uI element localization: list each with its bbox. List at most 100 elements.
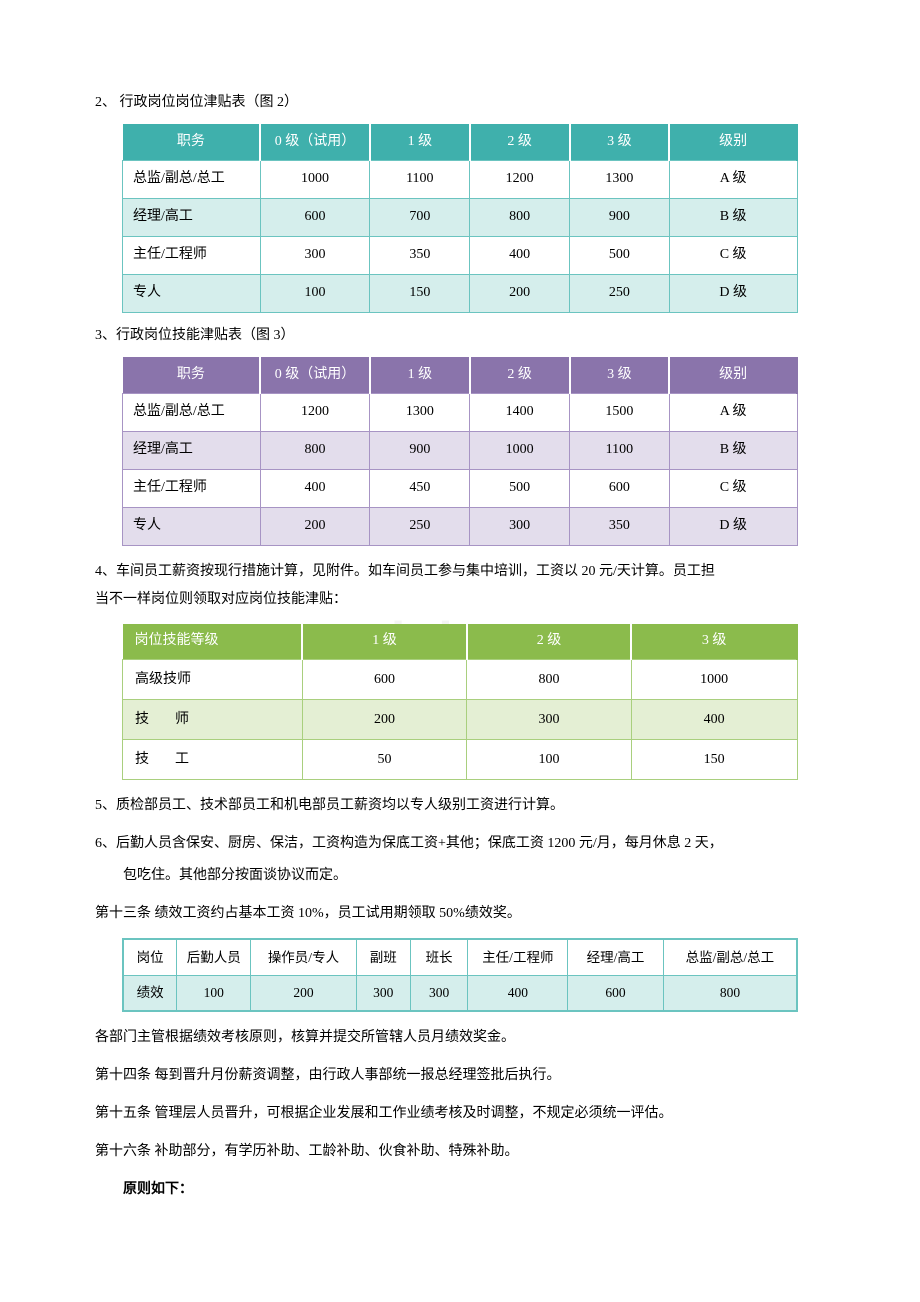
table-header: 职务 <box>123 357 261 393</box>
table-header: 副班 <box>356 939 410 975</box>
table-header: 2 级 <box>470 124 570 160</box>
table-cell: D 级 <box>669 274 797 312</box>
table-cell: 200 <box>470 274 570 312</box>
table-cell: 1100 <box>370 160 470 198</box>
article-16: 第十六条 补助部分，有学历补助、工龄补助、伙食补助、特殊补助。 <box>95 1138 825 1166</box>
para-6-line1: 6、后勤人员含保安、厨房、保洁，工资构造为保底工资+其他；保底工资 1200 元… <box>95 830 825 858</box>
table-cell: 1000 <box>470 431 570 469</box>
table-cell: 800 <box>470 198 570 236</box>
table-header: 后勤人员 <box>177 939 251 975</box>
table-cell: 专人 <box>123 274 261 312</box>
table-cell: 600 <box>302 660 467 700</box>
table-cell: 150 <box>370 274 470 312</box>
table-header: 3 级 <box>570 124 670 160</box>
table-header: 总监/副总/总工 <box>663 939 797 975</box>
table-cell: 400 <box>260 469 370 507</box>
table-cell: 250 <box>370 507 470 545</box>
table-cell: 600 <box>568 975 664 1011</box>
table-cell: 1500 <box>570 393 670 431</box>
table-header: 3 级 <box>631 624 797 660</box>
article-15: 第十五条 管理层人员晋升，可根据企业发展和工作业绩考核及时调整，不规定必须统一评… <box>95 1100 825 1128</box>
table-cell: 300 <box>467 700 632 740</box>
heading-2: 2、 行政岗位岗位津贴表（图 2） <box>95 92 825 114</box>
table-cell: 800 <box>663 975 797 1011</box>
table-header: 1 级 <box>302 624 467 660</box>
table-performance: 岗位后勤人员操作员/专人副班班长主任/工程师经理/高工总监/副总/总工绩效100… <box>122 938 798 1012</box>
table-header: 2 级 <box>470 357 570 393</box>
table-header: 0 级（试用） <box>260 124 370 160</box>
table-header: 1 级 <box>370 124 470 160</box>
table-cell: 300 <box>260 236 370 274</box>
table-cell: A 级 <box>669 393 797 431</box>
table-cell: 1000 <box>631 660 797 700</box>
table-cell: 总监/副总/总工 <box>123 160 261 198</box>
table-cell: C 级 <box>669 469 797 507</box>
table-cell: 400 <box>470 236 570 274</box>
table-cell: 500 <box>570 236 670 274</box>
table-cell: C 级 <box>669 236 797 274</box>
table-allowance-2: 职务0 级（试用）1 级2 级3 级级别总监/副总/总工120013001400… <box>122 357 798 546</box>
table-cell: 100 <box>177 975 251 1011</box>
table-cell: 100 <box>467 740 632 780</box>
para-5: 5、质检部员工、技术部员工和机电部员工薪资均以专人级别工资进行计算。 <box>95 792 825 820</box>
table-cell: 总监/副总/总工 <box>123 393 261 431</box>
table-cell: D 级 <box>669 507 797 545</box>
table-header: 职务 <box>123 124 261 160</box>
table-cell: 600 <box>260 198 370 236</box>
table-cell: 900 <box>370 431 470 469</box>
table-cell: 400 <box>468 975 568 1011</box>
table-cell: 主任/工程师 <box>123 469 261 507</box>
table-cell: 700 <box>370 198 470 236</box>
table-header: 0 级（试用） <box>260 357 370 393</box>
table-header: 级别 <box>669 124 797 160</box>
table-cell: 1200 <box>470 160 570 198</box>
table-cell: 100 <box>260 274 370 312</box>
table-cell: 经理/高工 <box>123 198 261 236</box>
para-4-line1: 4、车间员工薪资按现行措施计算，见附件。如车间员工参与集中培训，工资以 20 元… <box>95 558 825 586</box>
para-4-line2: 当不一样岗位则领取对应岗位技能津贴： <box>95 586 825 614</box>
table-cell: 250 <box>570 274 670 312</box>
table-cell: 200 <box>260 507 370 545</box>
table-cell: 绩效 <box>123 975 177 1011</box>
table-header: 操作员/专人 <box>251 939 357 975</box>
table-cell: 专人 <box>123 507 261 545</box>
table-cell: 200 <box>302 700 467 740</box>
table-cell: 400 <box>631 700 797 740</box>
table-cell: A 级 <box>669 160 797 198</box>
table-cell: B 级 <box>669 431 797 469</box>
table-cell: 600 <box>570 469 670 507</box>
table-cell: 350 <box>370 236 470 274</box>
table-header: 班长 <box>410 939 468 975</box>
table-header: 岗位 <box>123 939 177 975</box>
table-cell: 1300 <box>370 393 470 431</box>
table-skill-allowance: 岗位技能等级1 级2 级3 级高级技师6008001000技师200300400… <box>122 624 798 781</box>
article-13: 第十三条 绩效工资约占基本工资 10%，员工试用期领取 50%绩效奖。 <box>95 900 825 928</box>
table-cell: 300 <box>470 507 570 545</box>
table-cell: 900 <box>570 198 670 236</box>
table-cell: 350 <box>570 507 670 545</box>
table-cell: 1400 <box>470 393 570 431</box>
table-header: 主任/工程师 <box>468 939 568 975</box>
table-cell: 450 <box>370 469 470 507</box>
table-header: 经理/高工 <box>568 939 664 975</box>
table-cell: 200 <box>251 975 357 1011</box>
table-header: 岗位技能等级 <box>123 624 303 660</box>
table-cell: 技工 <box>123 740 303 780</box>
heading-3: 3、行政岗位技能津贴表（图 3） <box>95 325 825 347</box>
table-cell: 50 <box>302 740 467 780</box>
table-cell: 150 <box>631 740 797 780</box>
para-6-line2: 包吃住。其他部分按面谈协议而定。 <box>95 862 825 890</box>
table-cell: 经理/高工 <box>123 431 261 469</box>
table-cell: 1200 <box>260 393 370 431</box>
table-header: 级别 <box>669 357 797 393</box>
table-cell: 1000 <box>260 160 370 198</box>
table-cell: 800 <box>467 660 632 700</box>
table-allowance-1: 职务0 级（试用）1 级2 级3 级级别总监/副总/总工100011001200… <box>122 124 798 313</box>
table-header: 2 级 <box>467 624 632 660</box>
table-cell: 800 <box>260 431 370 469</box>
para-dept: 各部门主管根据绩效考核原则，核算并提交所管辖人员月绩效奖金。 <box>95 1024 825 1052</box>
table-header: 3 级 <box>570 357 670 393</box>
table-cell: 高级技师 <box>123 660 303 700</box>
principle-heading: 原则如下： <box>95 1176 825 1204</box>
table-cell: B 级 <box>669 198 797 236</box>
